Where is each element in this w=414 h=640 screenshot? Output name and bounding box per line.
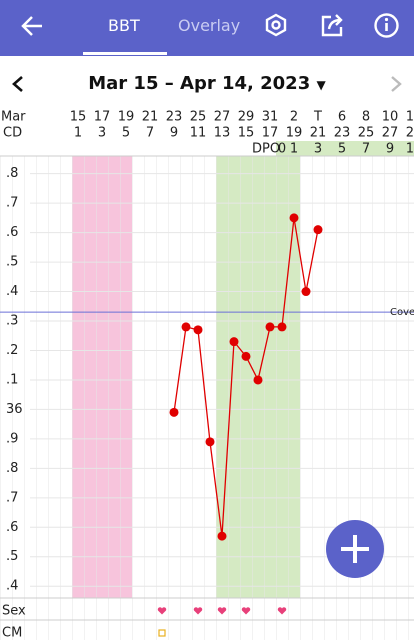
y-tick-label: .6 bbox=[6, 520, 18, 535]
date-label: 27 bbox=[214, 110, 231, 125]
cycle-day-label: 13 bbox=[214, 126, 231, 141]
dpo-label: 5 bbox=[338, 142, 346, 157]
coverline-label: Cove bbox=[390, 307, 414, 318]
temperature-point bbox=[217, 531, 227, 541]
date-label: T bbox=[313, 110, 322, 125]
sex-heart bbox=[277, 607, 287, 615]
dpo-label: 3 bbox=[314, 142, 322, 157]
cycle-day-label: 15 bbox=[238, 126, 255, 141]
prev-button[interactable] bbox=[10, 75, 26, 93]
date-label: 2 bbox=[290, 110, 298, 125]
back-button[interactable] bbox=[20, 14, 46, 38]
date-label: 25 bbox=[190, 110, 207, 125]
y-tick-label: .4 bbox=[6, 579, 18, 594]
sex-heart bbox=[157, 607, 167, 615]
cycle-day-label: 1 bbox=[74, 126, 82, 141]
temperature-point bbox=[193, 325, 203, 335]
info-icon[interactable] bbox=[373, 12, 400, 39]
tab-indicator bbox=[83, 52, 167, 55]
y-tick-label: .5 bbox=[6, 255, 18, 270]
temperature-point bbox=[253, 375, 263, 385]
date-label: 17 bbox=[94, 110, 111, 125]
dpo-label: 1 bbox=[290, 142, 298, 157]
temperature-point bbox=[169, 407, 179, 417]
temperature-point bbox=[277, 322, 287, 332]
dpo-band bbox=[276, 141, 414, 156]
y-tick-label: 36 bbox=[6, 402, 23, 417]
cycle-day-label: 19 bbox=[286, 126, 303, 141]
y-tick-label: .7 bbox=[6, 490, 18, 505]
temperature-point bbox=[229, 337, 239, 347]
row-label: Sex bbox=[2, 604, 26, 619]
tab-overlay[interactable]: Overlay bbox=[178, 16, 241, 35]
temperature-point bbox=[265, 322, 275, 332]
cycle-day-label: 29 bbox=[406, 126, 414, 141]
temperature-point bbox=[241, 351, 251, 361]
date-label: 8 bbox=[362, 110, 370, 125]
top-bar: BBT Overlay bbox=[0, 0, 414, 56]
y-tick-label: .3 bbox=[6, 314, 18, 329]
row-label: CM bbox=[2, 626, 22, 640]
row-label: DPO bbox=[252, 142, 280, 157]
date-label: 15 bbox=[70, 110, 87, 125]
temperature-point bbox=[301, 287, 311, 297]
y-tick-label: .1 bbox=[6, 372, 18, 387]
date-label: 10 bbox=[382, 110, 399, 125]
cycle-day-label: 3 bbox=[98, 126, 106, 141]
temperature-point bbox=[181, 322, 191, 332]
dpo-label: 0 bbox=[278, 142, 286, 157]
date-label: 31 bbox=[262, 110, 279, 125]
sex-heart bbox=[217, 607, 227, 615]
settings-icon[interactable] bbox=[264, 13, 288, 39]
cycle-day-label: 5 bbox=[122, 126, 130, 141]
date-label: 23 bbox=[166, 110, 183, 125]
cycle-day-label: 7 bbox=[146, 126, 154, 141]
date-label: 29 bbox=[238, 110, 255, 125]
sex-heart bbox=[241, 607, 251, 615]
y-tick-label: .4 bbox=[6, 284, 18, 299]
y-tick-label: .6 bbox=[6, 225, 18, 240]
date-range-bar: Mar 15 – Apr 14, 2023 ▼ bbox=[0, 70, 414, 98]
row-label: Mar bbox=[1, 110, 26, 125]
cycle-day-label: 27 bbox=[382, 126, 399, 141]
next-button[interactable] bbox=[388, 75, 404, 93]
date-range[interactable]: Mar 15 – Apr 14, 2023 ▼ bbox=[88, 73, 326, 94]
y-tick-label: .7 bbox=[6, 196, 18, 211]
y-tick-label: .9 bbox=[6, 431, 18, 446]
cycle-day-label: 21 bbox=[310, 126, 327, 141]
row-label: CD bbox=[3, 126, 22, 141]
sex-heart bbox=[193, 607, 203, 615]
cycle-day-label: 9 bbox=[170, 126, 178, 141]
temperature-point bbox=[289, 213, 299, 223]
dpo-label: 9 bbox=[386, 142, 394, 157]
temperature-point bbox=[313, 225, 323, 235]
y-tick-label: .5 bbox=[6, 549, 18, 564]
y-tick-label: .8 bbox=[6, 461, 18, 476]
temperature-point bbox=[205, 437, 215, 447]
date-label: 19 bbox=[118, 110, 135, 125]
add-button[interactable] bbox=[326, 520, 384, 578]
y-tick-label: .8 bbox=[6, 166, 18, 181]
dpo-label: 11 bbox=[406, 142, 414, 157]
y-tick-label: .2 bbox=[6, 343, 18, 358]
cycle-day-label: 23 bbox=[334, 126, 351, 141]
cycle-day-label: 11 bbox=[190, 126, 207, 141]
cm-icon bbox=[158, 629, 166, 637]
share-icon[interactable] bbox=[319, 13, 345, 39]
date-label: 6 bbox=[338, 110, 346, 125]
date-label: 21 bbox=[142, 110, 159, 125]
dpo-label: 7 bbox=[362, 142, 370, 157]
date-label: 12 bbox=[406, 110, 414, 125]
cycle-day-label: 17 bbox=[262, 126, 279, 141]
tab-bbt[interactable]: BBT bbox=[108, 16, 140, 35]
date-range-text: Mar 15 – Apr 14, 2023 bbox=[88, 73, 311, 94]
cycle-day-label: 25 bbox=[358, 126, 375, 141]
